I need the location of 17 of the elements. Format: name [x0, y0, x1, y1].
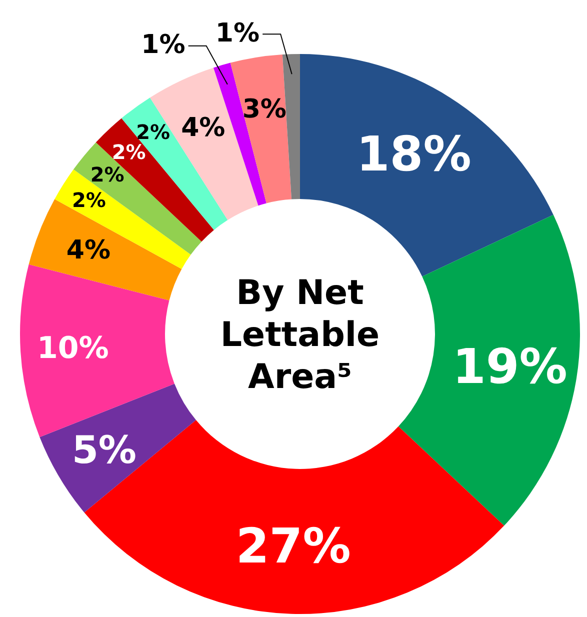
data-label: 18% [356, 126, 472, 183]
data-label: 1% [141, 30, 186, 60]
donut-slice [398, 214, 580, 526]
donut-slice [40, 384, 196, 512]
data-label: 2% [90, 162, 124, 187]
donut-slice [230, 54, 292, 204]
data-label: 27% [236, 518, 351, 574]
data-label: 4% [181, 113, 226, 144]
data-label: 3% [242, 94, 286, 124]
data-label: 5% [72, 428, 136, 472]
data-label: 10% [37, 330, 109, 366]
donut-slice [300, 54, 554, 277]
text: By Net Lettable Area⁵ [220, 273, 380, 397]
data-label: 1% [215, 18, 260, 48]
data-label: 19% [452, 339, 568, 396]
data-label: 2% [72, 188, 106, 212]
data-label: 4% [66, 235, 111, 266]
